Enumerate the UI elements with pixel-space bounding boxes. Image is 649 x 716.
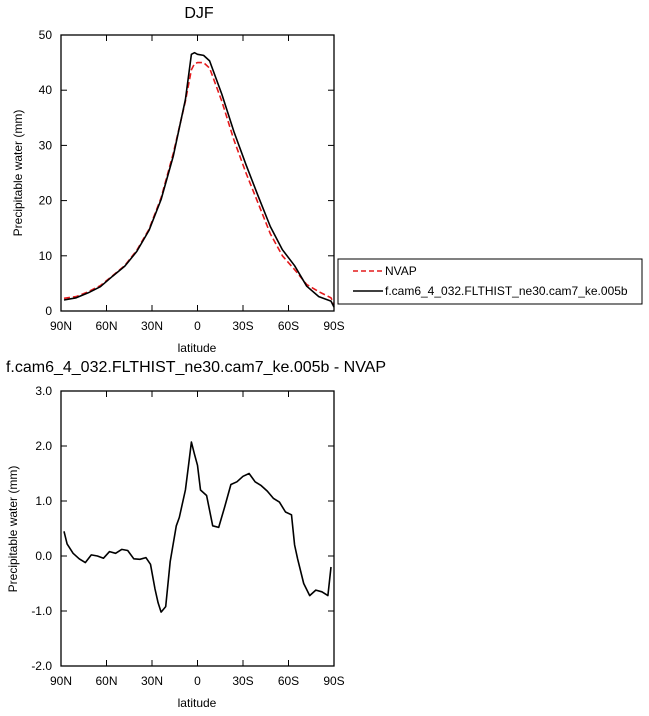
y-tick-label: 30 [39, 138, 53, 152]
y-tick-label: 2.0 [35, 439, 52, 453]
y-tick-label: 3.0 [35, 384, 52, 398]
legend: NVAP f.cam6_4_032.FLTHIST_ne30.cam7_ke.0… [337, 258, 643, 305]
legend-label-model: f.cam6_4_032.FLTHIST_ne30.cam7_ke.005b [385, 284, 628, 298]
x-tick-label: 0 [194, 319, 201, 333]
plot-lines [63, 441, 332, 613]
y-tick-label: -2.0 [31, 659, 52, 673]
y-ticks: -2.0 -1.0 0.0 1.0 2.0 3.0 [31, 384, 334, 673]
plot-frame [60, 34, 335, 312]
plot-lines [63, 51, 335, 308]
x-tick-label: 60S [278, 319, 299, 333]
series-line-1 [63, 51, 335, 308]
series-line-0 [63, 441, 332, 613]
y-tick-label: 0.0 [35, 549, 52, 563]
x-tick-label: 60N [95, 674, 117, 688]
x-tick-label: 90S [323, 674, 344, 688]
difference-line-chart: f.cam6_4_032.FLTHIST_ne30.cam7_ke.005b -… [6, 359, 386, 710]
legend-label-nvap: NVAP [385, 264, 417, 278]
x-tick-label: 0 [194, 674, 201, 688]
y-tick-label: 50 [39, 28, 53, 42]
y-tick-label: 20 [39, 194, 53, 208]
y-tick-label: 1.0 [35, 494, 52, 508]
series-line-0 [63, 61, 335, 305]
x-tick-label: 90N [50, 319, 72, 333]
y-tick-label: 0 [45, 304, 52, 318]
x-tick-label: 60S [278, 674, 299, 688]
x-axis-label: latitude [178, 341, 217, 355]
x-ticks: 90N 60N 30N 0 30S 60S 90S [50, 35, 345, 333]
djf-line-chart: DJF 90N 60N 30N 0 30S 60S 90S 0 10 20 30 40 50 lati… [11, 5, 643, 355]
x-tick-label: 30S [232, 319, 253, 333]
y-axis-label: Precipitable water (mm) [6, 466, 20, 593]
y-tick-label: 10 [39, 249, 53, 263]
x-ticks: 90N 60N 30N 0 30S 60S 90S [50, 391, 345, 688]
y-ticks: 0 10 20 30 40 50 [39, 28, 334, 318]
chart-title: DJF [184, 5, 214, 22]
y-axis-label: Precipitable water (mm) [11, 110, 25, 237]
x-tick-label: 30N [141, 674, 163, 688]
y-tick-label: 40 [39, 83, 53, 97]
x-tick-label: 90S [323, 319, 344, 333]
x-tick-label: 30S [232, 674, 253, 688]
x-tick-label: 60N [95, 319, 117, 333]
chart-title: f.cam6_4_032.FLTHIST_ne30.cam7_ke.005b -… [6, 359, 386, 376]
x-tick-label: 30N [141, 319, 163, 333]
y-tick-label: -1.0 [31, 604, 52, 618]
legend-box [337, 258, 643, 305]
x-tick-label: 90N [50, 674, 72, 688]
x-axis-label: latitude [178, 696, 217, 710]
